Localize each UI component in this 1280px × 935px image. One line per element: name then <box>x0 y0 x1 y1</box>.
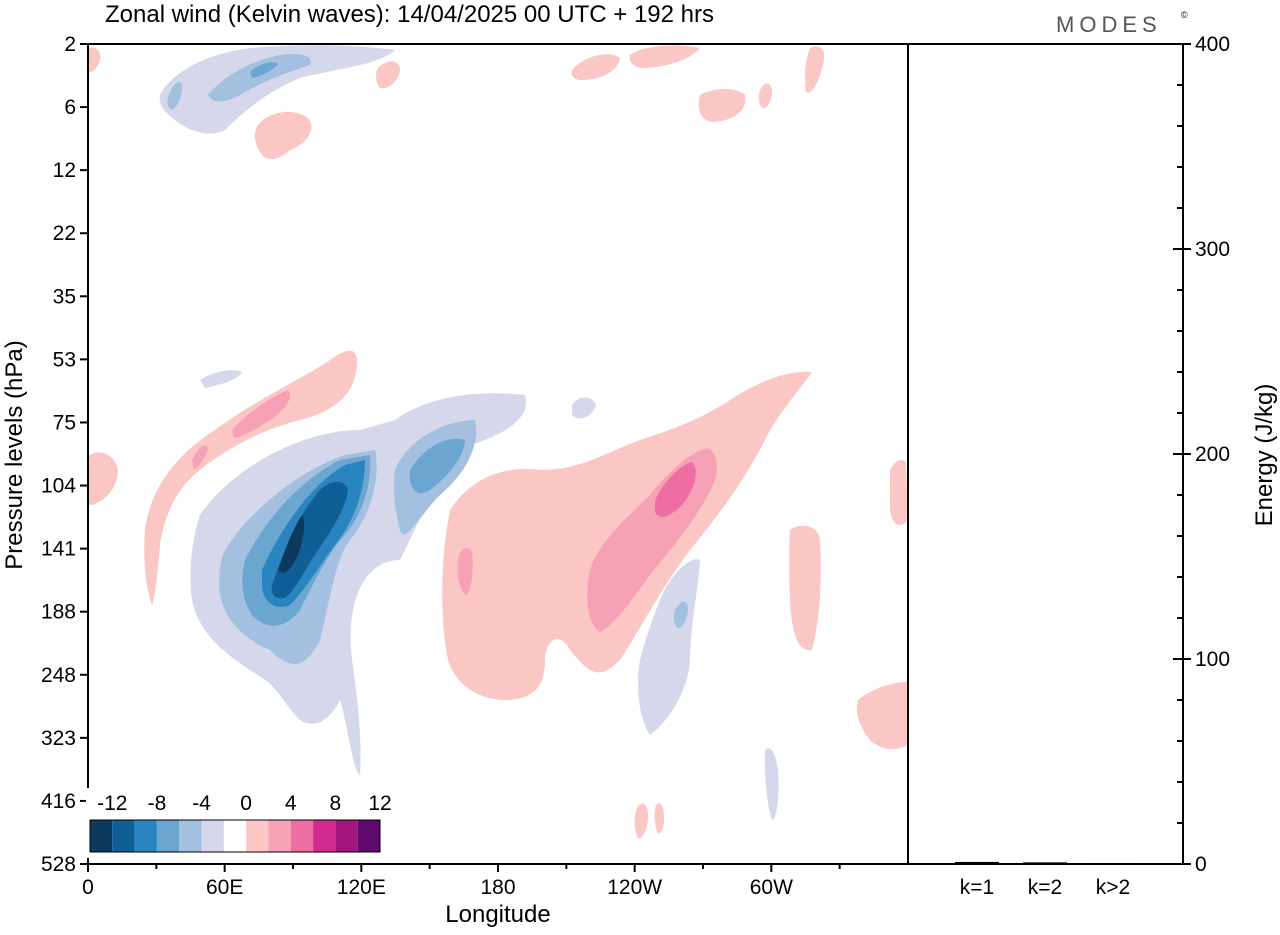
y-tick-label: 248 <box>41 664 76 687</box>
y-tick-label: 75 <box>53 411 76 434</box>
contour-neg-5-main <box>278 515 305 573</box>
contour-pos-1-spot <box>457 548 473 595</box>
contour-neg-4-main <box>271 481 348 599</box>
y-tick-label: 12 <box>53 159 76 182</box>
contour-pos-light-strat2 <box>698 88 746 122</box>
colorbar-label: 12 <box>368 792 391 815</box>
colorbar-swatch <box>223 820 247 852</box>
contour-neg-1-top <box>208 54 311 102</box>
colorbar-swatch <box>246 820 269 852</box>
colorbar-swatch <box>335 820 358 852</box>
energy-tick-label: 400 <box>1195 33 1230 56</box>
y-tick-label: 2 <box>64 33 76 56</box>
contour-pos-light-strat4 <box>629 45 700 68</box>
contour-neg-2-second <box>409 438 465 494</box>
x-axis-label: Longitude <box>445 901 550 928</box>
contour-pos-light-bottomright <box>856 682 908 750</box>
contour-neg-light-drop <box>764 748 779 820</box>
contour-pos-1-upper <box>232 390 291 438</box>
y-tick-label: 323 <box>41 727 76 750</box>
colorbar-label: 8 <box>330 792 342 815</box>
colorbar-label: -12 <box>97 792 127 815</box>
contour-pos-light-bottom <box>634 803 648 839</box>
energy-panel-frame <box>907 43 1184 865</box>
colorbar-swatch <box>201 820 224 852</box>
y-tick-label: 104 <box>41 475 76 498</box>
contour-pos-2-main <box>655 462 696 517</box>
y-tick-label: 416 <box>41 790 76 813</box>
colorbar-swatch <box>112 820 135 852</box>
y-tick-label: 188 <box>41 601 76 624</box>
x-tick-label: 120E <box>337 876 386 899</box>
colorbar-label: 4 <box>285 792 297 815</box>
colorbar-swatch <box>156 820 180 852</box>
colorbar: -12 -8 -4 0 4 8 12 <box>86 788 392 858</box>
chart-title: Zonal wind (Kelvin waves): 14/04/2025 00… <box>105 1 714 28</box>
contour-pos-light-strat1 <box>254 111 312 160</box>
brand-mark: © <box>1181 10 1188 20</box>
energy-category-label: k=1 <box>960 876 994 899</box>
energy-category-label: k>2 <box>1096 876 1130 899</box>
y-tick-label: 141 <box>41 538 76 561</box>
contour-neg-light-main <box>190 393 527 775</box>
energy-axis-label: Energy (J/kg) <box>1251 384 1278 527</box>
y-tick-label: 6 <box>64 96 76 119</box>
colorbar-swatch <box>268 820 291 852</box>
contour-pos-1-upper2 <box>192 445 208 470</box>
contour-pos-light-bottom2 <box>654 803 664 834</box>
energy-bar <box>955 861 999 864</box>
colorbar-swatch <box>134 820 157 852</box>
contour-pos-light-vertical <box>789 525 821 651</box>
energy-axis-ticks: 0 100 200 300 400 <box>1173 33 1230 876</box>
contour-neg-light-spot <box>572 397 596 419</box>
contour-pos-light-right <box>890 460 908 526</box>
y-tick-label: 35 <box>53 285 76 308</box>
energy-bar <box>1091 862 1135 864</box>
energy-tick-label: 200 <box>1195 443 1230 466</box>
contour-pos-light-strat8 <box>88 47 101 73</box>
contour-neg-1-topleft <box>167 81 183 110</box>
contour-neg-1-east <box>674 601 688 628</box>
contour-neg-light-flat <box>200 370 242 388</box>
y-tick-label: 22 <box>53 222 76 245</box>
x-tick-label: 60W <box>750 876 793 899</box>
y-tick-label: 53 <box>53 348 76 371</box>
x-axis-ticks: 0 60E 120E 180 120W 60W <box>82 864 841 899</box>
brand-logo: MODES <box>1056 12 1162 37</box>
colorbar-label: 0 <box>240 792 252 815</box>
colorbar-swatch <box>357 820 380 852</box>
energy-bar <box>1023 862 1067 864</box>
colorbar-swatch <box>313 820 336 852</box>
colorbar-frame <box>89 819 381 853</box>
energy-category-label: k=2 <box>1028 876 1062 899</box>
colorbar-label: -4 <box>192 792 211 815</box>
contour-pos-light-upper <box>144 350 357 605</box>
energy-tick-label: 0 <box>1195 853 1207 876</box>
contour-pos-light-strat5 <box>375 61 400 89</box>
colorbar-swatch <box>179 820 202 852</box>
contour-pos-light-strat3 <box>571 54 620 80</box>
x-tick-label: 120W <box>607 876 662 899</box>
colorbar-swatch <box>90 820 113 852</box>
y-axis-ticks: 2 6 12 22 35 53 75 104 141 188 248 323 416 528 <box>41 33 88 876</box>
colorbar-swatch <box>290 820 314 852</box>
contour-neg-2-top <box>250 62 278 78</box>
energy-bars: k=1 k=2 k>2 <box>955 861 1135 899</box>
contour-neg-light-top <box>159 45 395 134</box>
x-tick-label: 0 <box>82 876 94 899</box>
energy-tick-label: 100 <box>1195 648 1230 671</box>
x-tick-label: 60E <box>206 876 243 899</box>
y-axis-label: Pressure levels (hPa) <box>1 340 28 569</box>
contour-pos-light-strat7 <box>805 46 825 93</box>
heatmap-contours <box>88 45 908 839</box>
contour-pos-light-strat6 <box>758 83 772 109</box>
contour-pos-light-left <box>88 452 118 505</box>
y-tick-label: 528 <box>41 853 76 876</box>
x-tick-label: 180 <box>480 876 515 899</box>
colorbar-label: -8 <box>148 792 167 815</box>
energy-tick-label: 300 <box>1195 238 1230 261</box>
